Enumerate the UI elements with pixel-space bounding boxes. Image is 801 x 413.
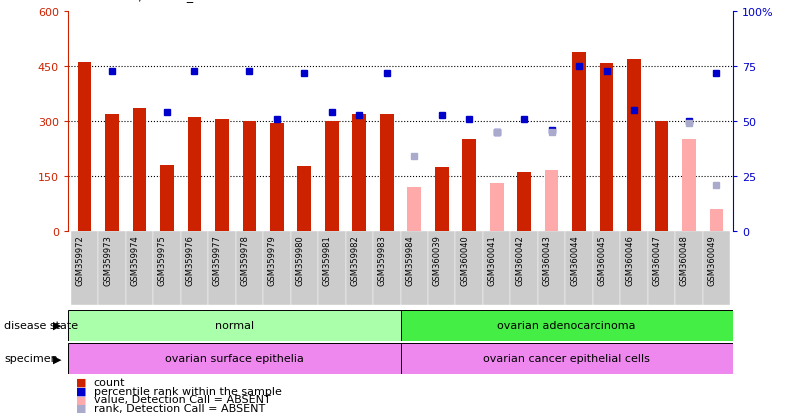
Text: disease state: disease state: [4, 320, 78, 330]
Text: GSM360042: GSM360042: [515, 234, 524, 285]
Bar: [710, 209, 723, 231]
Bar: [105, 114, 119, 231]
Bar: [270, 123, 284, 231]
Bar: [654, 122, 668, 231]
Text: GSM359982: GSM359982: [350, 234, 360, 285]
Bar: [408, 188, 421, 231]
Bar: [78, 63, 91, 231]
Bar: [373, 231, 400, 306]
Text: GSM359972: GSM359972: [75, 234, 85, 285]
Text: GSM360040: GSM360040: [461, 234, 469, 285]
Bar: [620, 231, 648, 306]
Text: GSM360047: GSM360047: [653, 234, 662, 285]
Bar: [456, 231, 483, 306]
Text: ovarian surface epithelia: ovarian surface epithelia: [165, 353, 304, 363]
Bar: [648, 231, 675, 306]
Bar: [187, 118, 201, 231]
Text: ovarian adenocarcinoma: ovarian adenocarcinoma: [497, 320, 636, 330]
Text: GSM359977: GSM359977: [213, 234, 222, 285]
Bar: [243, 122, 256, 231]
Text: GSM360043: GSM360043: [542, 234, 552, 285]
Bar: [627, 60, 641, 231]
Text: GSM360046: GSM360046: [625, 234, 634, 285]
Bar: [400, 343, 733, 374]
Bar: [160, 166, 174, 231]
Text: ▶: ▶: [53, 320, 62, 330]
Bar: [70, 231, 99, 306]
Text: ■: ■: [76, 377, 87, 387]
Text: GSM360049: GSM360049: [707, 234, 716, 285]
Bar: [153, 231, 181, 306]
Bar: [325, 122, 339, 231]
Bar: [126, 231, 153, 306]
Bar: [593, 231, 620, 306]
Text: GSM359983: GSM359983: [378, 234, 387, 285]
Text: GSM359974: GSM359974: [131, 234, 139, 285]
Bar: [600, 64, 614, 231]
Bar: [572, 52, 586, 231]
Text: value, Detection Call = ABSENT: value, Detection Call = ABSENT: [94, 394, 271, 404]
Bar: [345, 231, 373, 306]
Bar: [400, 231, 428, 306]
Text: GSM359980: GSM359980: [296, 234, 304, 285]
Text: GSM359984: GSM359984: [405, 234, 414, 285]
Text: count: count: [94, 377, 125, 387]
Bar: [428, 231, 456, 306]
Bar: [483, 231, 510, 306]
Text: GSM360041: GSM360041: [488, 234, 497, 285]
Bar: [297, 166, 312, 231]
Bar: [352, 114, 366, 231]
Bar: [68, 343, 400, 374]
Text: normal: normal: [215, 320, 254, 330]
Bar: [400, 310, 733, 341]
Bar: [462, 140, 476, 231]
Text: GSM359973: GSM359973: [103, 234, 112, 285]
Bar: [517, 173, 531, 231]
Text: ▶: ▶: [53, 353, 62, 363]
Text: GSM359975: GSM359975: [158, 234, 167, 285]
Bar: [99, 231, 126, 306]
Bar: [208, 231, 235, 306]
Text: GSM360045: GSM360045: [598, 234, 606, 285]
Bar: [181, 231, 208, 306]
Bar: [702, 231, 731, 306]
Bar: [566, 231, 593, 306]
Bar: [318, 231, 345, 306]
Text: rank, Detection Call = ABSENT: rank, Detection Call = ABSENT: [94, 403, 265, 413]
Bar: [675, 231, 702, 306]
Text: GSM360044: GSM360044: [570, 234, 579, 285]
Text: percentile rank within the sample: percentile rank within the sample: [94, 386, 282, 396]
Text: GSM359976: GSM359976: [186, 234, 195, 285]
Bar: [215, 120, 229, 231]
Text: GDS3592 / 65438_at: GDS3592 / 65438_at: [76, 0, 206, 2]
Text: GSM360039: GSM360039: [433, 234, 441, 285]
Bar: [133, 109, 147, 231]
Bar: [545, 171, 558, 231]
Bar: [489, 184, 504, 231]
Text: GSM359981: GSM359981: [323, 234, 332, 285]
Text: ■: ■: [76, 394, 87, 404]
Text: GSM359978: GSM359978: [240, 234, 249, 285]
Text: ■: ■: [76, 386, 87, 396]
Text: GSM359979: GSM359979: [268, 234, 277, 285]
Bar: [510, 231, 537, 306]
Text: specimen: specimen: [4, 353, 58, 363]
Text: ■: ■: [76, 403, 87, 413]
Text: GSM360048: GSM360048: [680, 234, 689, 285]
Bar: [235, 231, 264, 306]
Bar: [264, 231, 291, 306]
Bar: [537, 231, 566, 306]
Bar: [291, 231, 318, 306]
Bar: [435, 167, 449, 231]
Bar: [68, 310, 400, 341]
Bar: [682, 140, 696, 231]
Text: ovarian cancer epithelial cells: ovarian cancer epithelial cells: [483, 353, 650, 363]
Bar: [380, 114, 393, 231]
